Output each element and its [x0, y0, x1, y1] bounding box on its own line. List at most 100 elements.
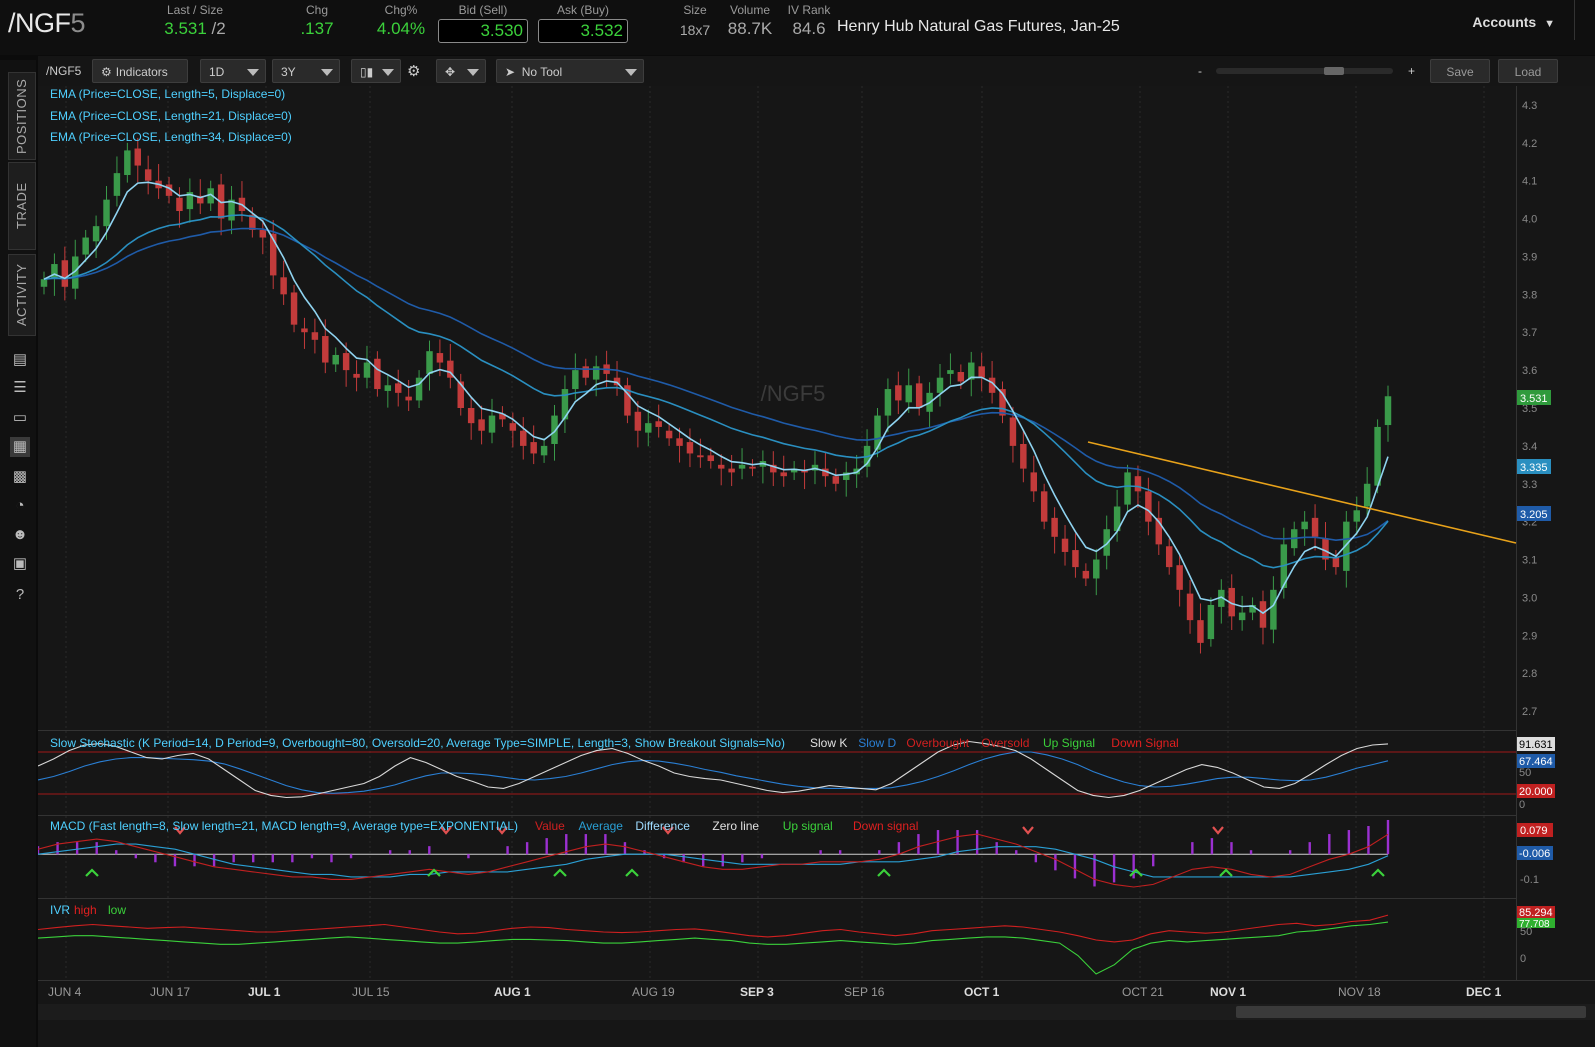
help-icon[interactable]: ? [15, 586, 25, 603]
price-tick-label: 2.9 [1522, 630, 1537, 642]
zoom-out-button[interactable]: - [1198, 64, 1202, 78]
ask-value[interactable]: 3.532 [538, 19, 628, 43]
chart-symbol-label: /NGF5 [46, 64, 82, 78]
candle-body [665, 430, 673, 439]
zoom-in-button[interactable]: + [1408, 64, 1416, 78]
candle-body [999, 389, 1006, 416]
candle-body [1009, 417, 1017, 446]
ivr-tick-0: 0 [1520, 953, 1526, 965]
candle-body [259, 229, 267, 238]
size-value: 18x7 [679, 22, 711, 38]
ema-lines [43, 181, 1389, 615]
date-tick-label: NOV 1 [1210, 985, 1246, 999]
drawing-tool-value: No Tool [521, 65, 563, 79]
candle-body [467, 408, 475, 424]
ivr-title[interactable]: IVR [50, 903, 70, 917]
chart-style-select[interactable]: ▯▮ [351, 59, 401, 83]
tab-trade[interactable]: TRADE [8, 162, 36, 250]
candle-body [613, 377, 621, 386]
date-tick-label: AUG 19 [632, 985, 675, 999]
candle-body [1363, 483, 1371, 507]
candle-body [92, 226, 100, 242]
candle-body [395, 383, 402, 393]
timeframe-select[interactable]: 3Y [272, 59, 340, 83]
horizontal-scrollbar[interactable] [38, 1004, 1595, 1020]
settings-gear-icon[interactable]: ⚙ [407, 63, 421, 80]
last-size: /2 [211, 19, 226, 38]
gauge-icon[interactable]: ◔ [15, 497, 25, 514]
bid-value[interactable]: 3.530 [438, 19, 528, 43]
grid-icon[interactable]: ▩ [12, 468, 28, 485]
stoch-tick-50: 50 [1519, 767, 1531, 779]
candle-body [832, 476, 840, 484]
drawing-style-select[interactable]: ✥ [436, 59, 486, 83]
symbol-root: /NGF [8, 8, 71, 38]
chart-area[interactable]: 4.34.24.14.03.93.83.73.63.53.43.33.23.13… [38, 86, 1595, 1047]
candles-icon: ▯▮ [360, 65, 374, 79]
aggregation-select[interactable]: 1D [200, 59, 266, 83]
price-tick-label: 3.4 [1522, 441, 1537, 453]
bid-field[interactable]: Bid (Sell) 3.530 [438, 3, 528, 43]
macd-up-signal-icon [85, 868, 99, 877]
candle-body [905, 385, 912, 403]
candle-body [874, 415, 881, 450]
charts-icon[interactable]: ▦ [10, 437, 30, 457]
zoom-slider[interactable] [1216, 67, 1393, 75]
pane-divider [38, 898, 1516, 899]
pane-divider [38, 730, 1516, 731]
legend-item: Zero line [712, 819, 759, 833]
zoom-slider-thumb[interactable] [1324, 67, 1344, 75]
ema5-study-label[interactable]: EMA (Price=CLOSE, Length=5, Displace=0) [50, 87, 285, 101]
tv-icon[interactable]: ▭ [12, 409, 28, 426]
candle-body [749, 466, 756, 469]
list-icon[interactable]: ☰ [13, 379, 27, 396]
accounts-menu[interactable]: Accounts ▼ [1472, 14, 1555, 30]
candle-body [1093, 559, 1100, 579]
ivr-legend-low: low [108, 903, 126, 917]
ivrank-label: IV Rank [787, 3, 831, 17]
chevron-down-icon: ▼ [1544, 18, 1555, 30]
candle-body [780, 472, 787, 477]
candle-body [936, 377, 944, 393]
macd-title[interactable]: MACD (Fast length=8, Slow length=21, MAC… [50, 819, 518, 833]
community-icon[interactable]: ☻ [12, 526, 28, 543]
candle-body [249, 214, 256, 230]
candle-body [228, 199, 235, 221]
ema34-study-label[interactable]: EMA (Price=CLOSE, Length=34, Displace=0) [50, 130, 292, 144]
price-tick-label: 3.0 [1522, 592, 1537, 604]
load-button[interactable]: Load [1498, 59, 1558, 83]
indicators-button[interactable]: ⚙ Indicators [92, 59, 188, 83]
candle-body [811, 464, 819, 471]
ema21-study-label[interactable]: EMA (Price=CLOSE, Length=21, Displace=0) [50, 109, 292, 123]
macd-up-signal-icon [553, 868, 567, 877]
date-tick-label: JUL 1 [248, 985, 281, 999]
tab-positions[interactable]: POSITIONS [8, 72, 36, 160]
slowd-line [38, 751, 1389, 794]
stochastic-title[interactable]: Slow Stochastic (K Period=14, D Period=9… [50, 736, 785, 750]
candle-body [572, 370, 579, 390]
symbol-display[interactable]: /NGF5 [8, 8, 86, 39]
ask-field[interactable]: Ask (Buy) 3.532 [538, 3, 628, 43]
candle-body [1228, 587, 1235, 617]
scrollbar-handle[interactable] [1574, 0, 1595, 40]
candle-body [1207, 604, 1215, 640]
candle-body [342, 353, 350, 371]
candle-body [1311, 517, 1319, 537]
ema21-tag-text: 3.205 [1520, 509, 1548, 521]
tab-activity[interactable]: ACTIVITY [8, 254, 36, 336]
drawing-tool-select[interactable]: ➤ No Tool [496, 59, 644, 83]
save-button[interactable]: Save [1430, 59, 1490, 83]
candle-body [186, 192, 194, 210]
pane-divider [38, 815, 1516, 816]
candle-body [770, 464, 777, 473]
monitor-icon[interactable]: ▤ [12, 351, 28, 368]
ivr-legend: IVR high low [50, 903, 126, 917]
calendar-icon[interactable]: ▣ [12, 555, 28, 572]
candle-body [582, 366, 589, 378]
legend-item: Slow K [810, 736, 847, 750]
date-tick-label: JUN 17 [150, 985, 190, 999]
candle-body [968, 362, 975, 380]
trendline[interactable] [1087, 441, 1517, 544]
ivr-high-line [38, 914, 1389, 943]
scrollbar-thumb[interactable] [1236, 1006, 1586, 1018]
